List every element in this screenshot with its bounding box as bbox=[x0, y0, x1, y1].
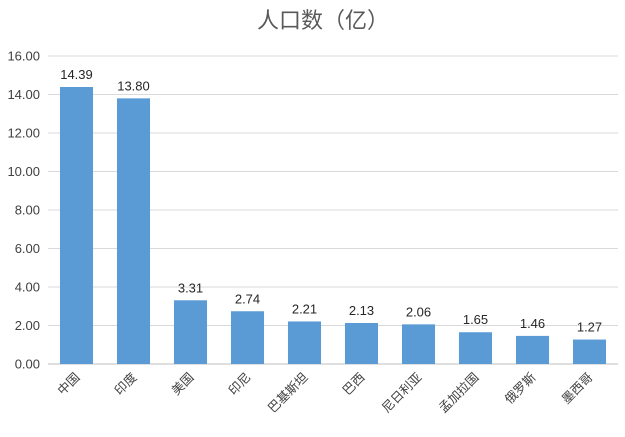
bar bbox=[116, 98, 151, 364]
x-tick-label: 美国 bbox=[168, 370, 196, 398]
data-label: 2.21 bbox=[292, 301, 317, 316]
y-tick-label: 12.00 bbox=[7, 126, 40, 141]
bar bbox=[515, 335, 550, 364]
x-tick-label: 印尼 bbox=[225, 370, 253, 398]
x-tick-label: 尼日利亚 bbox=[379, 370, 425, 416]
bar bbox=[230, 311, 265, 364]
bars bbox=[59, 86, 607, 365]
y-tick-label: 2.00 bbox=[15, 318, 40, 333]
y-tick-label: 6.00 bbox=[15, 241, 40, 256]
data-label: 1.46 bbox=[520, 316, 545, 331]
chart-title: 人口数（亿） bbox=[257, 9, 389, 34]
bar bbox=[458, 332, 493, 364]
data-label: 1.65 bbox=[463, 312, 488, 327]
x-axis-ticks: 中国 印度 美国 印尼 巴基斯坦 巴西 尼日利亚 孟加拉国 俄罗斯 墨西哥 bbox=[54, 369, 595, 415]
y-tick-label: 16.00 bbox=[7, 49, 40, 64]
x-tick-label: 墨西哥 bbox=[558, 370, 595, 407]
bar bbox=[401, 324, 436, 364]
data-label: 1.27 bbox=[577, 320, 602, 335]
y-axis-ticks: 0.00 2.00 4.00 6.00 8.00 10.00 12.00 14.00 16.00 bbox=[7, 49, 40, 372]
x-tick-label: 孟加拉国 bbox=[436, 370, 482, 416]
y-tick-label: 10.00 bbox=[7, 164, 40, 179]
x-tick-label: 俄罗斯 bbox=[501, 370, 538, 407]
bar bbox=[572, 339, 607, 364]
data-label: 14.39 bbox=[60, 67, 93, 82]
bar bbox=[344, 322, 379, 364]
data-label: 2.74 bbox=[235, 291, 260, 306]
x-tick-label: 巴基斯坦 bbox=[265, 370, 311, 416]
y-tick-label: 14.00 bbox=[7, 87, 40, 102]
y-tick-label: 0.00 bbox=[15, 357, 40, 372]
x-tick-label: 巴西 bbox=[339, 370, 367, 398]
bar bbox=[287, 321, 322, 364]
data-label: 2.13 bbox=[349, 303, 374, 318]
data-label: 2.06 bbox=[406, 304, 431, 319]
data-label: 13.80 bbox=[117, 78, 150, 93]
x-tick-label: 中国 bbox=[54, 370, 82, 398]
y-tick-label: 4.00 bbox=[15, 280, 40, 295]
y-tick-label: 8.00 bbox=[15, 203, 40, 218]
bar bbox=[173, 300, 208, 364]
x-tick-label: 印度 bbox=[111, 369, 140, 398]
bar bbox=[59, 86, 94, 365]
data-label: 3.31 bbox=[178, 280, 203, 295]
data-labels: 14.39 13.80 3.31 2.74 2.21 2.13 2.06 1.65 1.46 1.… bbox=[60, 67, 602, 335]
